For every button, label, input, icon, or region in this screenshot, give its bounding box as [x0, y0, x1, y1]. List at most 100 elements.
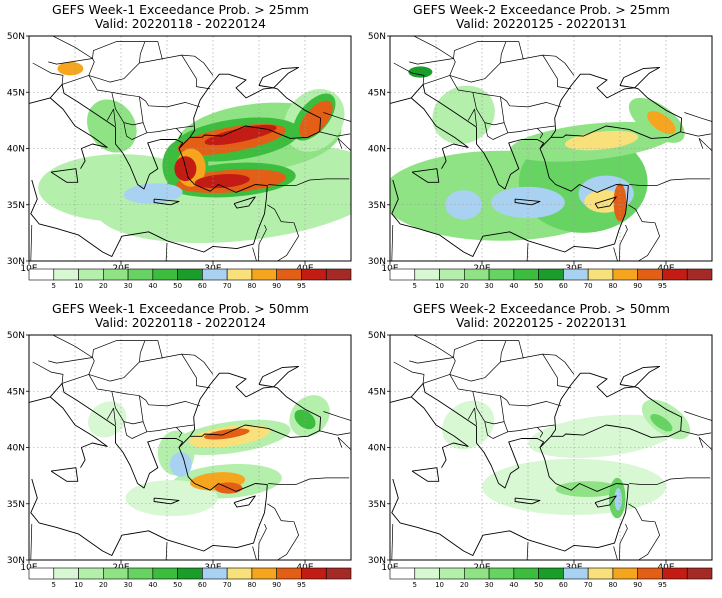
country-border	[413, 36, 524, 60]
colorbar-swatch	[325, 268, 352, 281]
coastline	[410, 396, 469, 468]
country-border	[542, 353, 575, 375]
colorbar-label: 20	[460, 581, 469, 589]
probability-region	[614, 488, 622, 511]
colorbar-label: 60	[559, 581, 568, 589]
panel-subtitle: Valid: 20220118 - 20220124	[95, 17, 266, 31]
country-border	[526, 541, 529, 560]
colorbar-label: 80	[247, 282, 256, 290]
colorbar-label: 20	[99, 581, 108, 589]
colorbar-swatch	[686, 567, 713, 580]
country-border	[165, 242, 168, 261]
colorbar-swatch	[202, 567, 228, 580]
colorbar-swatch	[152, 268, 178, 281]
colorbar-swatch	[28, 567, 55, 580]
country-border	[679, 131, 712, 137]
country-border	[267, 503, 299, 560]
coastline	[550, 73, 683, 139]
country-border	[409, 357, 456, 375]
colorbar-swatch	[637, 268, 663, 281]
country-border	[422, 353, 572, 389]
coastline	[390, 382, 629, 556]
panel-week1-50mm: GEFS Week-1 Exceedance Prob. > 50mm Vali…	[0, 299, 361, 598]
y-tick-label: 30N	[7, 556, 25, 566]
country-border	[449, 75, 555, 140]
country-border	[123, 421, 144, 425]
country-border	[472, 91, 509, 133]
colorbar-swatch	[177, 268, 203, 281]
country-border	[391, 224, 394, 261]
colorbar-label: 50	[534, 581, 543, 589]
coastline	[550, 372, 683, 438]
colorbar-swatch	[389, 567, 416, 580]
colorbar-swatch	[301, 567, 327, 580]
country-border	[628, 503, 660, 560]
colorbar-swatch	[513, 268, 539, 281]
country-border	[484, 421, 505, 425]
country-border	[613, 224, 628, 261]
colorbar-label: 90	[633, 581, 642, 589]
colorbar-swatch	[464, 567, 490, 580]
coastline	[29, 83, 268, 257]
colorbar-swatch	[389, 268, 416, 281]
y-tick-label: 40N	[7, 444, 25, 454]
map-area	[390, 36, 712, 261]
coastline	[233, 495, 256, 508]
panel-title: GEFS Week-2 Exceedance Prob. > 25mm	[413, 2, 670, 17]
country-border	[613, 523, 628, 560]
coastline	[619, 67, 661, 89]
probability-map: 30N35N40N45N50N10E20E30E40E5102030405060…	[7, 32, 352, 290]
coastline	[49, 97, 108, 169]
y-tick-label: 30N	[368, 556, 386, 566]
colorbar-swatch	[177, 567, 203, 580]
country-border	[139, 340, 146, 363]
coastline	[233, 196, 256, 209]
colorbar-swatch	[251, 268, 277, 281]
panel-title: GEFS Week-2 Exceedance Prob. > 50mm	[413, 301, 670, 316]
colorbar-label: 80	[608, 581, 617, 589]
panel-week1-25mm: GEFS Week-1 Exceedance Prob. > 25mm Vali…	[0, 0, 361, 299]
coastline	[50, 168, 79, 183]
colorbar-swatch	[563, 567, 589, 580]
country-border	[165, 541, 168, 560]
y-tick-label: 35N	[368, 201, 386, 211]
colorbar-swatch	[439, 268, 465, 281]
country-border	[413, 335, 524, 359]
y-tick-label: 50N	[368, 331, 386, 341]
y-tick-label: 35N	[7, 201, 25, 211]
colorbar-swatch	[414, 567, 440, 580]
probability-region	[299, 100, 333, 138]
panel-subtitle: Valid: 20220118 - 20220124	[95, 316, 266, 330]
coastline	[514, 497, 541, 505]
y-tick-label: 45N	[7, 88, 25, 98]
coastline	[49, 396, 108, 468]
colorbar-label: 70	[223, 581, 232, 589]
coastline	[410, 97, 469, 169]
colorbar-swatch	[202, 268, 228, 281]
colorbar-label: 5	[52, 581, 56, 589]
country-border	[106, 108, 116, 127]
probability-region	[87, 99, 137, 153]
colorbar-swatch	[78, 567, 104, 580]
colorbar-label: 50	[534, 282, 543, 290]
colorbar-label: 90	[272, 282, 281, 290]
colorbar-swatch	[488, 567, 515, 580]
colorbar-swatch	[103, 567, 129, 580]
colorbar-swatch	[276, 268, 302, 281]
colorbar-label: 10	[435, 282, 444, 290]
country-border	[252, 523, 267, 560]
colorbar-label: 50	[173, 581, 182, 589]
country-border	[542, 54, 575, 76]
probability-region	[204, 428, 250, 440]
country-border	[484, 122, 505, 126]
country-border	[139, 41, 146, 64]
probability-region	[194, 174, 250, 189]
country-border	[526, 242, 529, 261]
country-border	[679, 430, 712, 436]
coastline	[594, 196, 617, 209]
country-border	[629, 178, 711, 186]
map-area	[29, 36, 351, 261]
probability-region	[408, 66, 433, 78]
country-border	[32, 361, 64, 384]
colorbar-label: 70	[223, 282, 232, 290]
